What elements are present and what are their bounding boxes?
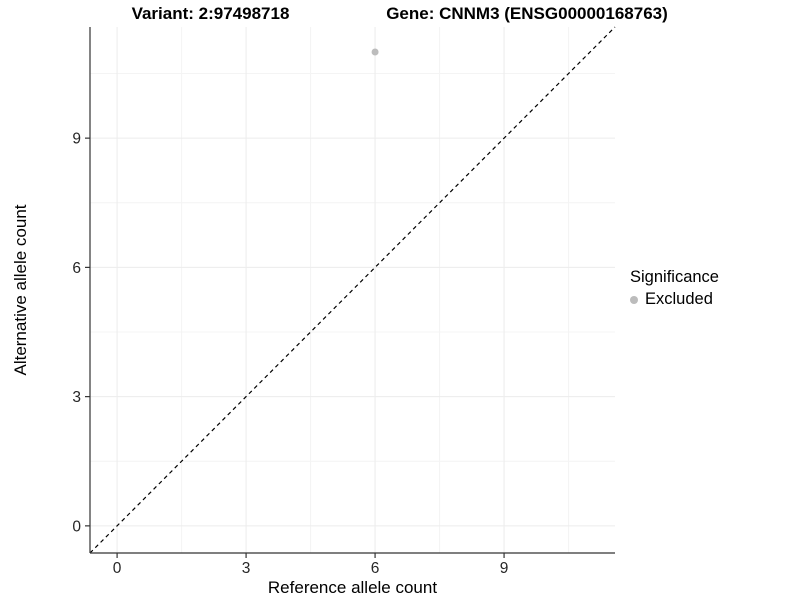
x-tick-label: 9: [500, 560, 509, 577]
x-tick-label: 6: [371, 560, 380, 577]
y-axis-title: Alternative allele count: [11, 204, 30, 376]
legend: Significance Excluded: [630, 268, 719, 309]
legend-title: Significance: [630, 268, 719, 286]
y-tick-label: 6: [72, 260, 81, 277]
y-tick-label: 0: [72, 518, 81, 535]
excluded-dot-icon: [630, 295, 638, 304]
y-tick-label: 3: [72, 389, 81, 406]
identity-dashed-line: [89, 26, 616, 554]
legend-item-label: Excluded: [645, 290, 713, 308]
gene-title: Gene: CNNM3 (ENSG00000168763): [386, 4, 668, 23]
x-axis-title: Reference allele count: [267, 578, 438, 597]
x-tick-label: 3: [242, 560, 251, 577]
y-tick-label: 9: [72, 131, 81, 148]
data-point: [371, 48, 379, 56]
legend-item-excluded: Excluded: [630, 290, 719, 309]
x-tick-label: 0: [113, 560, 122, 577]
variant-title: Variant: 2:97498718: [131, 4, 290, 23]
